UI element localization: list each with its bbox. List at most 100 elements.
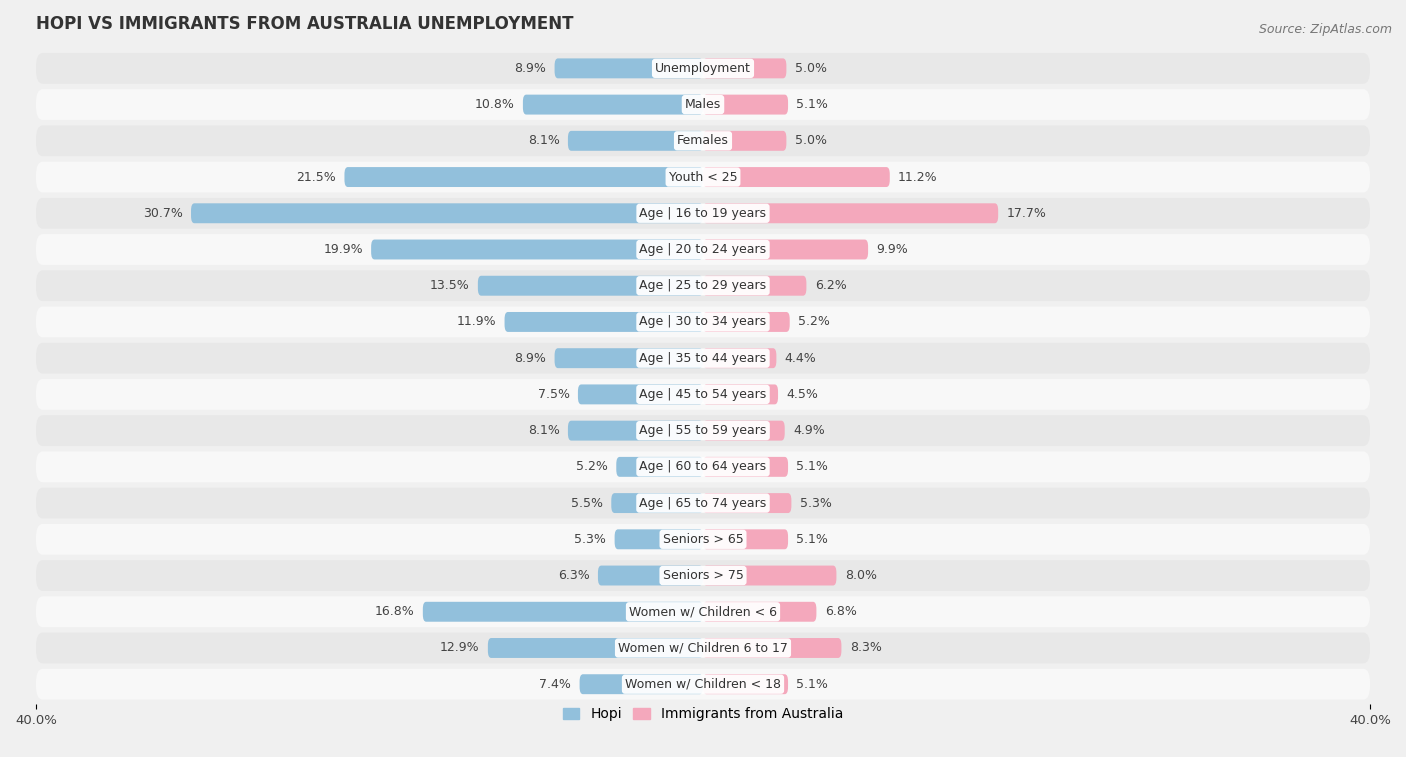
Text: 13.5%: 13.5% (430, 279, 470, 292)
FancyBboxPatch shape (37, 307, 1369, 338)
Text: 5.1%: 5.1% (796, 533, 828, 546)
FancyBboxPatch shape (579, 674, 703, 694)
Text: 11.2%: 11.2% (898, 170, 938, 183)
FancyBboxPatch shape (554, 58, 703, 78)
FancyBboxPatch shape (37, 524, 1369, 555)
FancyBboxPatch shape (703, 95, 787, 114)
Text: Seniors > 65: Seniors > 65 (662, 533, 744, 546)
FancyBboxPatch shape (478, 276, 703, 296)
FancyBboxPatch shape (37, 53, 1369, 84)
Text: Unemployment: Unemployment (655, 62, 751, 75)
Text: 8.0%: 8.0% (845, 569, 877, 582)
FancyBboxPatch shape (37, 379, 1369, 410)
Text: 7.5%: 7.5% (537, 388, 569, 401)
FancyBboxPatch shape (37, 89, 1369, 120)
FancyBboxPatch shape (703, 602, 817, 621)
FancyBboxPatch shape (703, 312, 790, 332)
Text: 16.8%: 16.8% (375, 606, 415, 618)
Text: 6.2%: 6.2% (814, 279, 846, 292)
Text: Females: Females (678, 134, 728, 148)
FancyBboxPatch shape (703, 674, 787, 694)
Text: 5.5%: 5.5% (571, 497, 603, 509)
Text: 5.2%: 5.2% (576, 460, 607, 473)
Text: Women w/ Children < 18: Women w/ Children < 18 (626, 678, 780, 690)
FancyBboxPatch shape (344, 167, 703, 187)
FancyBboxPatch shape (703, 385, 778, 404)
Text: 5.2%: 5.2% (799, 316, 830, 329)
FancyBboxPatch shape (37, 234, 1369, 265)
Text: 19.9%: 19.9% (323, 243, 363, 256)
Text: 30.7%: 30.7% (143, 207, 183, 220)
Text: Age | 16 to 19 years: Age | 16 to 19 years (640, 207, 766, 220)
Text: 8.1%: 8.1% (527, 424, 560, 437)
FancyBboxPatch shape (37, 162, 1369, 192)
FancyBboxPatch shape (568, 131, 703, 151)
FancyBboxPatch shape (37, 343, 1369, 373)
FancyBboxPatch shape (523, 95, 703, 114)
FancyBboxPatch shape (578, 385, 703, 404)
FancyBboxPatch shape (505, 312, 703, 332)
FancyBboxPatch shape (703, 421, 785, 441)
Text: 5.3%: 5.3% (575, 533, 606, 546)
FancyBboxPatch shape (703, 493, 792, 513)
FancyBboxPatch shape (37, 126, 1369, 156)
FancyBboxPatch shape (37, 488, 1369, 519)
Text: 4.5%: 4.5% (786, 388, 818, 401)
Text: Males: Males (685, 98, 721, 111)
FancyBboxPatch shape (703, 638, 841, 658)
Text: 5.0%: 5.0% (794, 134, 827, 148)
FancyBboxPatch shape (703, 239, 868, 260)
FancyBboxPatch shape (703, 457, 787, 477)
FancyBboxPatch shape (37, 198, 1369, 229)
Text: 5.1%: 5.1% (796, 460, 828, 473)
FancyBboxPatch shape (703, 348, 776, 368)
Text: 17.7%: 17.7% (1007, 207, 1046, 220)
Text: Age | 20 to 24 years: Age | 20 to 24 years (640, 243, 766, 256)
Text: Women w/ Children < 6: Women w/ Children < 6 (628, 606, 778, 618)
FancyBboxPatch shape (616, 457, 703, 477)
Text: Age | 35 to 44 years: Age | 35 to 44 years (640, 352, 766, 365)
FancyBboxPatch shape (37, 451, 1369, 482)
Text: 9.9%: 9.9% (876, 243, 908, 256)
FancyBboxPatch shape (37, 416, 1369, 446)
Text: HOPI VS IMMIGRANTS FROM AUSTRALIA UNEMPLOYMENT: HOPI VS IMMIGRANTS FROM AUSTRALIA UNEMPL… (37, 15, 574, 33)
FancyBboxPatch shape (191, 204, 703, 223)
FancyBboxPatch shape (703, 565, 837, 585)
Text: Source: ZipAtlas.com: Source: ZipAtlas.com (1258, 23, 1392, 36)
Text: Age | 25 to 29 years: Age | 25 to 29 years (640, 279, 766, 292)
FancyBboxPatch shape (371, 239, 703, 260)
FancyBboxPatch shape (37, 633, 1369, 663)
Text: 6.8%: 6.8% (825, 606, 856, 618)
Text: 8.9%: 8.9% (515, 62, 547, 75)
FancyBboxPatch shape (614, 529, 703, 550)
Text: 5.0%: 5.0% (794, 62, 827, 75)
FancyBboxPatch shape (568, 421, 703, 441)
FancyBboxPatch shape (703, 58, 786, 78)
Text: 4.9%: 4.9% (793, 424, 825, 437)
FancyBboxPatch shape (703, 529, 787, 550)
Text: Age | 55 to 59 years: Age | 55 to 59 years (640, 424, 766, 437)
Text: 8.9%: 8.9% (515, 352, 547, 365)
FancyBboxPatch shape (598, 565, 703, 585)
Text: 5.1%: 5.1% (796, 98, 828, 111)
FancyBboxPatch shape (37, 669, 1369, 699)
FancyBboxPatch shape (612, 493, 703, 513)
Text: Age | 60 to 64 years: Age | 60 to 64 years (640, 460, 766, 473)
Text: 8.3%: 8.3% (849, 641, 882, 655)
Text: 6.3%: 6.3% (558, 569, 589, 582)
FancyBboxPatch shape (423, 602, 703, 621)
FancyBboxPatch shape (37, 597, 1369, 627)
FancyBboxPatch shape (37, 270, 1369, 301)
Text: Seniors > 75: Seniors > 75 (662, 569, 744, 582)
Legend: Hopi, Immigrants from Australia: Hopi, Immigrants from Australia (557, 702, 849, 727)
Text: 5.1%: 5.1% (796, 678, 828, 690)
Text: 5.3%: 5.3% (800, 497, 831, 509)
Text: Youth < 25: Youth < 25 (669, 170, 737, 183)
FancyBboxPatch shape (703, 167, 890, 187)
Text: 12.9%: 12.9% (440, 641, 479, 655)
FancyBboxPatch shape (488, 638, 703, 658)
FancyBboxPatch shape (703, 131, 786, 151)
Text: Age | 65 to 74 years: Age | 65 to 74 years (640, 497, 766, 509)
Text: 4.4%: 4.4% (785, 352, 817, 365)
FancyBboxPatch shape (37, 560, 1369, 591)
